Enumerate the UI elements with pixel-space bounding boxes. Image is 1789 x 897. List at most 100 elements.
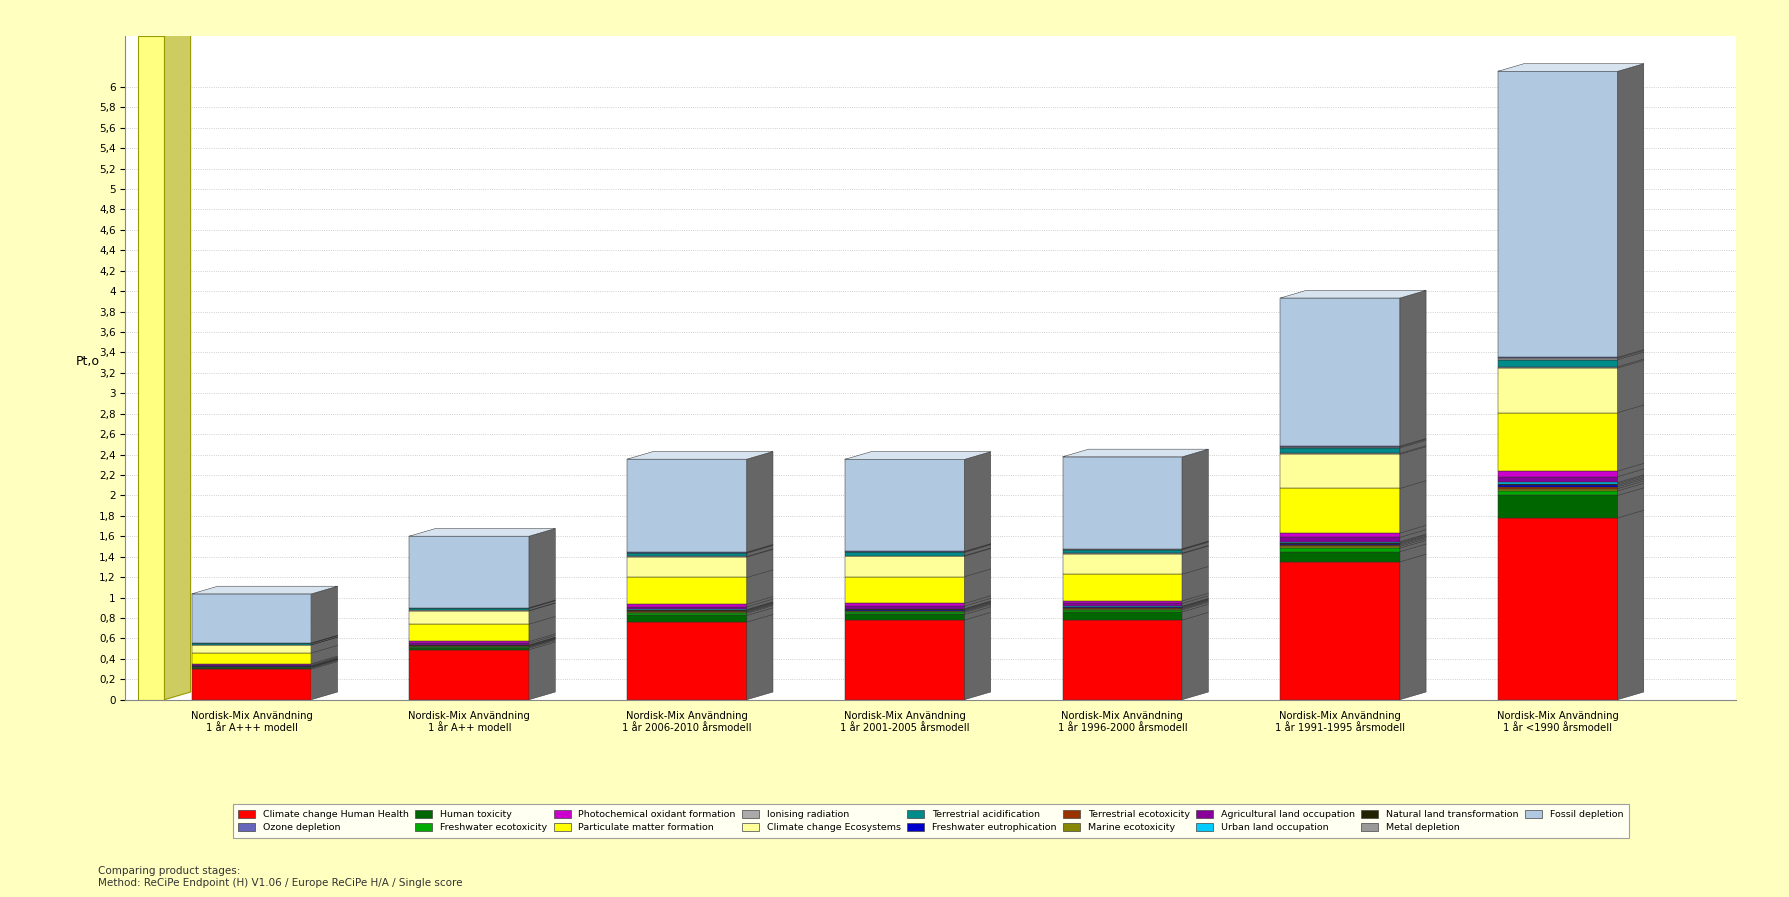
Bar: [1497, 72, 1617, 357]
Bar: [1063, 612, 1181, 620]
Polygon shape: [844, 452, 989, 459]
Polygon shape: [530, 600, 555, 608]
Polygon shape: [530, 637, 555, 645]
Bar: [844, 614, 964, 620]
Polygon shape: [1617, 488, 1642, 518]
Bar: [191, 643, 311, 645]
Bar: [1497, 367, 1617, 368]
Polygon shape: [964, 613, 989, 700]
Polygon shape: [410, 528, 555, 536]
Polygon shape: [311, 661, 338, 700]
Polygon shape: [530, 603, 555, 611]
Polygon shape: [311, 659, 338, 666]
Bar: [1279, 533, 1399, 537]
Polygon shape: [964, 548, 989, 556]
Polygon shape: [964, 606, 989, 620]
Polygon shape: [530, 601, 555, 610]
Polygon shape: [746, 604, 773, 612]
Bar: [1497, 485, 1617, 487]
Polygon shape: [746, 602, 773, 610]
Polygon shape: [1399, 536, 1426, 544]
Bar: [1279, 546, 1399, 548]
Polygon shape: [1063, 449, 1208, 457]
Polygon shape: [311, 645, 338, 664]
Polygon shape: [1399, 535, 1426, 544]
Polygon shape: [530, 640, 555, 649]
Polygon shape: [746, 605, 773, 614]
Polygon shape: [964, 601, 989, 610]
Polygon shape: [311, 658, 338, 666]
Polygon shape: [530, 600, 555, 608]
Polygon shape: [1399, 538, 1426, 548]
Polygon shape: [1181, 600, 1208, 609]
Polygon shape: [746, 570, 773, 605]
Polygon shape: [964, 604, 989, 613]
Polygon shape: [964, 544, 989, 553]
Polygon shape: [311, 658, 338, 666]
Bar: [1497, 413, 1617, 471]
Bar: [844, 612, 964, 613]
Bar: [410, 536, 530, 607]
Polygon shape: [191, 587, 338, 594]
Bar: [410, 611, 530, 624]
Bar: [1063, 610, 1181, 612]
Polygon shape: [1617, 469, 1642, 483]
Bar: [1279, 298, 1399, 446]
Polygon shape: [964, 605, 989, 614]
Polygon shape: [1399, 529, 1426, 542]
Polygon shape: [1617, 475, 1642, 483]
Polygon shape: [746, 549, 773, 557]
Polygon shape: [964, 602, 989, 611]
Bar: [844, 613, 964, 614]
Polygon shape: [964, 452, 989, 552]
Bar: [1497, 495, 1617, 518]
Polygon shape: [530, 638, 555, 646]
Polygon shape: [1181, 602, 1208, 612]
Polygon shape: [746, 597, 773, 606]
Polygon shape: [1399, 534, 1426, 543]
Polygon shape: [746, 544, 773, 553]
Polygon shape: [1399, 447, 1426, 488]
Bar: [1497, 368, 1617, 413]
Polygon shape: [746, 614, 773, 700]
Polygon shape: [530, 616, 555, 641]
Polygon shape: [1181, 599, 1208, 607]
Polygon shape: [1181, 541, 1208, 549]
Bar: [626, 614, 746, 615]
Polygon shape: [1181, 593, 1208, 604]
Polygon shape: [1617, 359, 1642, 368]
Polygon shape: [626, 451, 773, 459]
Bar: [626, 612, 746, 614]
Bar: [410, 608, 530, 610]
Polygon shape: [1399, 440, 1426, 453]
Bar: [1279, 447, 1399, 448]
Polygon shape: [1181, 566, 1208, 601]
Polygon shape: [1617, 477, 1642, 487]
Bar: [626, 615, 746, 622]
Polygon shape: [1181, 598, 1208, 606]
Polygon shape: [530, 639, 555, 647]
Bar: [191, 668, 311, 669]
Polygon shape: [1181, 613, 1208, 700]
Bar: [844, 605, 964, 608]
Bar: [1279, 537, 1399, 542]
Bar: [1497, 518, 1617, 700]
Bar: [191, 664, 311, 665]
Polygon shape: [1399, 537, 1426, 546]
Bar: [844, 604, 964, 605]
Polygon shape: [964, 596, 989, 605]
Polygon shape: [1617, 476, 1642, 485]
Polygon shape: [746, 599, 773, 609]
Polygon shape: [746, 545, 773, 556]
Polygon shape: [1399, 540, 1426, 552]
Bar: [1063, 550, 1181, 553]
Polygon shape: [1181, 542, 1208, 553]
Polygon shape: [964, 549, 989, 577]
Bar: [844, 459, 964, 552]
Polygon shape: [530, 603, 555, 624]
Bar: [191, 645, 311, 653]
Polygon shape: [1181, 601, 1208, 610]
Bar: [1063, 574, 1181, 601]
Polygon shape: [746, 602, 773, 611]
Bar: [1497, 471, 1617, 476]
